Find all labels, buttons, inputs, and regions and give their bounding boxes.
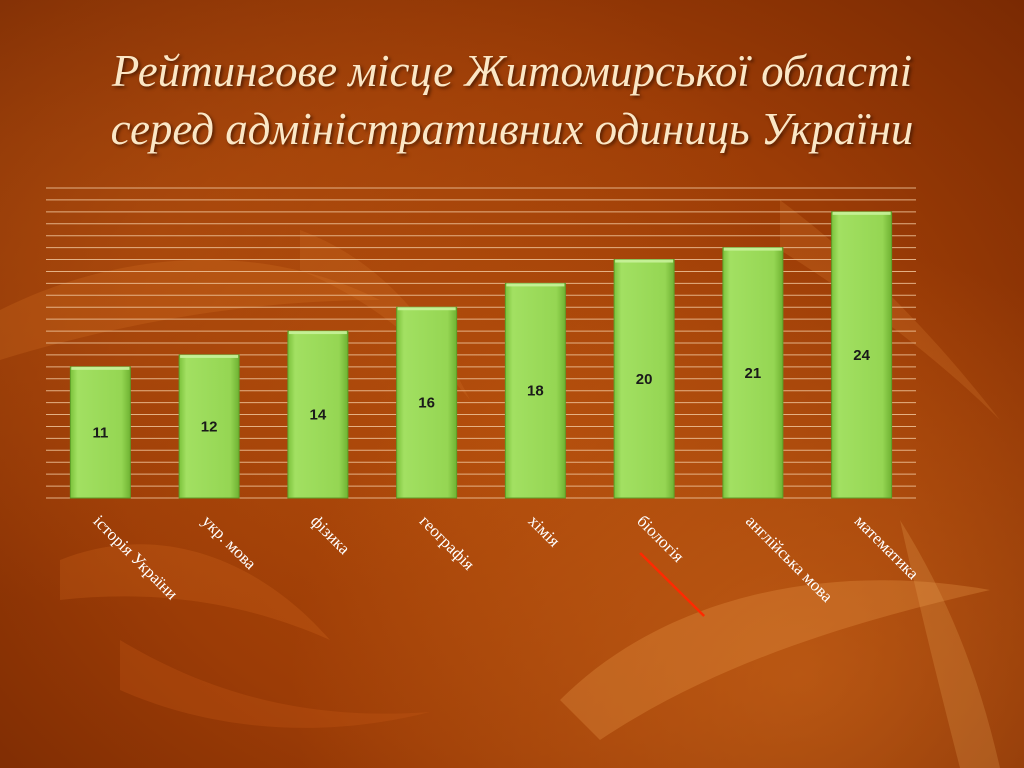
slide-title-line-2: серед адміністративних одиниць України bbox=[110, 104, 914, 154]
category-tick-label: англійська мова bbox=[742, 511, 837, 606]
bar-highlight bbox=[288, 331, 347, 335]
bar bbox=[831, 211, 893, 499]
slide-title-line-1: Рейтингове місце Житомирської області bbox=[111, 46, 913, 96]
bar-highlight bbox=[180, 354, 239, 358]
bar bbox=[178, 354, 240, 499]
bar-highlight bbox=[71, 366, 130, 370]
bars bbox=[69, 211, 893, 499]
category-tick-label: географія bbox=[416, 511, 479, 574]
bar-highlight bbox=[723, 247, 782, 251]
bar-data-label: 24 bbox=[853, 347, 870, 364]
category-tick-label: фізика bbox=[307, 511, 354, 558]
category-tick-label: укр. мова bbox=[198, 511, 260, 573]
gridlines bbox=[46, 187, 916, 499]
slide-title: Рейтингове місце Житомирської області се… bbox=[40, 42, 984, 158]
category-tick-label: біологія bbox=[633, 511, 688, 566]
bar-data-labels: 11 12 14 16 18 20 21 24 bbox=[92, 347, 870, 442]
bar-highlight bbox=[506, 283, 565, 287]
bar-data-label: 11 bbox=[92, 424, 108, 441]
bar bbox=[396, 306, 458, 499]
bar bbox=[287, 330, 349, 499]
bar-data-label: 18 bbox=[527, 383, 544, 400]
annotation-red-line bbox=[639, 552, 706, 617]
bar bbox=[504, 282, 566, 499]
bar-data-label: 21 bbox=[745, 365, 762, 382]
category-tick-label: хімія bbox=[525, 511, 564, 550]
bar bbox=[613, 259, 675, 499]
category-tick-label: математика bbox=[851, 511, 923, 583]
category-tick-label: історія України bbox=[90, 511, 182, 603]
category-axis-labels: історія України укр. мова фізика географія х… bbox=[90, 511, 923, 606]
bar-highlight bbox=[397, 307, 456, 311]
bar-data-label: 14 bbox=[310, 407, 327, 424]
bar-data-label: 12 bbox=[201, 418, 218, 435]
bar bbox=[722, 247, 784, 499]
bar-data-label: 16 bbox=[418, 395, 435, 412]
bar bbox=[69, 366, 131, 499]
bar-highlight bbox=[615, 259, 674, 263]
bar-data-label: 20 bbox=[636, 371, 653, 388]
bar-highlight bbox=[832, 211, 891, 215]
